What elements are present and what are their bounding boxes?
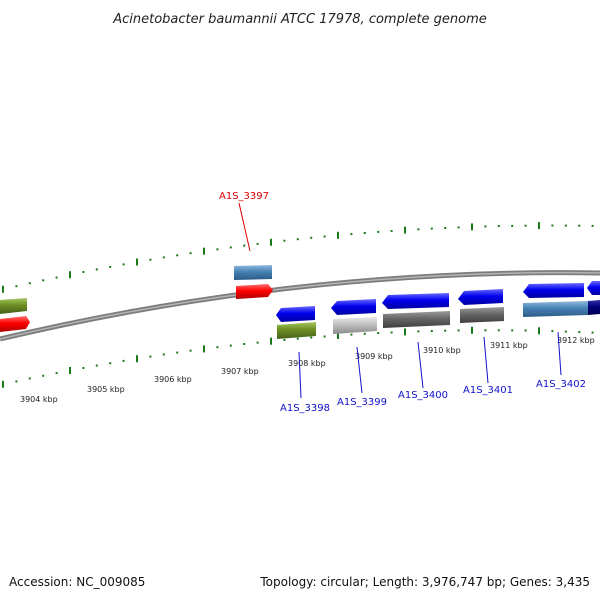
leader-line-3401 (483, 336, 489, 384)
map-title: Acinetobacter baumannii ATCC 17978, comp… (112, 12, 487, 27)
gene-label-3398[interactable]: A1S_3398 (280, 403, 330, 414)
gene-feature-lightgray-3399[interactable] (333, 317, 377, 334)
gene-label-3400[interactable]: A1S_3400 (398, 390, 448, 401)
gene-feature-steelblue-3397[interactable] (234, 265, 272, 280)
scale-label: 3905 kbp (87, 385, 125, 394)
genome-summary-text: Topology: circular; Length: 3,976,747 bp… (259, 575, 590, 589)
gene-feature-blue-right[interactable] (587, 281, 600, 295)
accession-text: Accession: NC_009085 (9, 575, 145, 589)
gene-feature-red-left[interactable] (0, 316, 30, 332)
gene-feature-blue-3398[interactable] (276, 306, 315, 322)
gene-feature-navy-right[interactable] (588, 300, 600, 315)
gene-features[interactable] (0, 265, 600, 339)
gene-feature-steelblue-3402[interactable] (523, 301, 588, 317)
gene-feature-blue-3402[interactable] (523, 283, 584, 298)
leader-line-3397 (238, 202, 251, 252)
genome-backbone-highlight (0, 271, 600, 340)
leader-line-3398 (298, 351, 302, 399)
label-leaders (238, 202, 562, 399)
gene-feature-olive-3398[interactable] (277, 322, 316, 339)
leader-line-3399 (356, 346, 363, 394)
gene-feature-blue-3399[interactable] (331, 299, 376, 315)
scale-label: 3910 kbp (423, 346, 461, 355)
scale-label: 3912 kbp (557, 336, 595, 345)
gene-feature-blue-3401[interactable] (458, 289, 503, 305)
gene-feature-darkgray-3400[interactable] (383, 311, 450, 328)
gene-feature-darkgray-3401[interactable] (460, 307, 504, 323)
gene-labels: A1S_3397 A1S_3398 A1S_3399 A1S_3400 A1S_… (219, 191, 586, 414)
leader-line-3400 (417, 341, 424, 389)
scale-ticks (2, 222, 594, 388)
gene-feature-olive-left[interactable] (0, 298, 27, 314)
scale-label: 3907 kbp (221, 367, 259, 376)
scale-label: 3909 kbp (355, 352, 393, 361)
scale-label: 3906 kbp (154, 375, 192, 384)
gene-label-3399[interactable]: A1S_3399 (337, 397, 387, 408)
scale-labels: 3904 kbp 3905 kbp 3906 kbp 3907 kbp 3908… (20, 336, 595, 404)
scale-label: 3911 kbp (490, 341, 528, 350)
scale-label: 3904 kbp (20, 395, 58, 404)
gene-label-3397[interactable]: A1S_3397 (219, 191, 269, 202)
scale-label: 3908 kbp (288, 359, 326, 368)
gene-label-3401[interactable]: A1S_3401 (463, 385, 513, 396)
leader-line-3402 (557, 331, 562, 376)
gene-label-3402[interactable]: A1S_3402 (536, 379, 586, 390)
gene-feature-red-3397[interactable] (236, 284, 273, 299)
gene-feature-blue-3400[interactable] (382, 293, 449, 309)
